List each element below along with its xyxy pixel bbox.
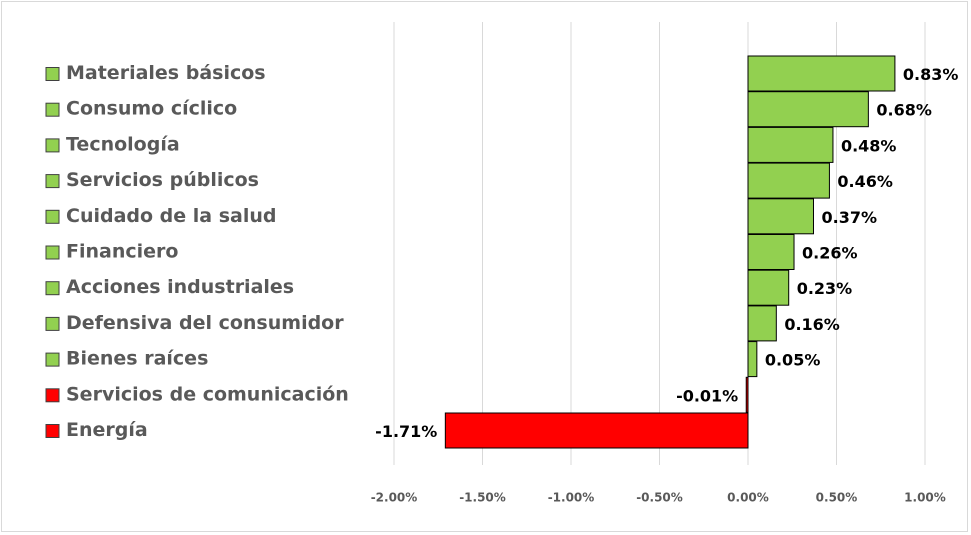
bar <box>747 55 896 92</box>
bar <box>747 91 869 128</box>
category-label: Bienes raíces <box>66 348 208 370</box>
category-label: Tecnología <box>66 133 180 155</box>
x-tick-label: -1.50% <box>459 491 506 505</box>
x-tick-label: -1.00% <box>548 491 595 505</box>
category-label: Servicios públicos <box>66 169 259 191</box>
legend-swatch <box>45 138 60 153</box>
bar <box>747 269 790 306</box>
bar <box>747 305 777 342</box>
legend-swatch <box>45 67 60 81</box>
legend-swatch <box>45 102 60 117</box>
value-label: 0.48% <box>841 136 897 155</box>
bar <box>747 341 758 378</box>
legend-swatch <box>45 352 60 367</box>
bar <box>444 412 749 449</box>
legend-swatch <box>45 388 60 403</box>
legend-swatch <box>45 316 60 331</box>
category-label: Materiales básicos <box>66 62 266 84</box>
value-label: -1.71% <box>375 422 437 441</box>
x-tick-label: -2.00% <box>371 491 418 505</box>
value-label: 0.68% <box>876 101 932 120</box>
bar <box>747 234 795 270</box>
category-label: Acciones industriales <box>66 276 294 298</box>
value-label: 0.23% <box>797 279 853 298</box>
legend-swatch <box>45 281 60 296</box>
value-label: 0.05% <box>765 351 821 370</box>
x-tick-label: 1.00% <box>904 491 946 505</box>
legend-swatch <box>45 245 60 260</box>
value-label: 0.26% <box>802 244 858 263</box>
x-tick-label: 0.50% <box>816 491 858 505</box>
category-label: Energía <box>66 419 148 441</box>
x-tick-label: 0.00% <box>727 491 769 505</box>
value-label: -0.01% <box>676 386 738 405</box>
legend-swatch <box>45 424 60 438</box>
legend-swatch <box>45 209 60 224</box>
value-label: 0.83% <box>903 65 959 84</box>
category-label: Consumo cíclico <box>66 98 237 120</box>
bar <box>747 126 834 163</box>
bar <box>747 162 830 199</box>
category-label: Defensiva del consumidor <box>66 312 344 334</box>
value-label: 0.37% <box>821 208 877 227</box>
category-label: Cuidado de la salud <box>66 205 277 227</box>
legend-swatch <box>45 174 60 189</box>
bar <box>745 376 749 413</box>
bar <box>747 198 814 235</box>
category-label: Servicios de comunicación <box>66 383 349 405</box>
x-tick-label: -0.50% <box>636 491 683 505</box>
category-label: Financiero <box>66 241 178 263</box>
value-label: 0.46% <box>837 172 893 191</box>
value-label: 0.16% <box>784 315 840 334</box>
